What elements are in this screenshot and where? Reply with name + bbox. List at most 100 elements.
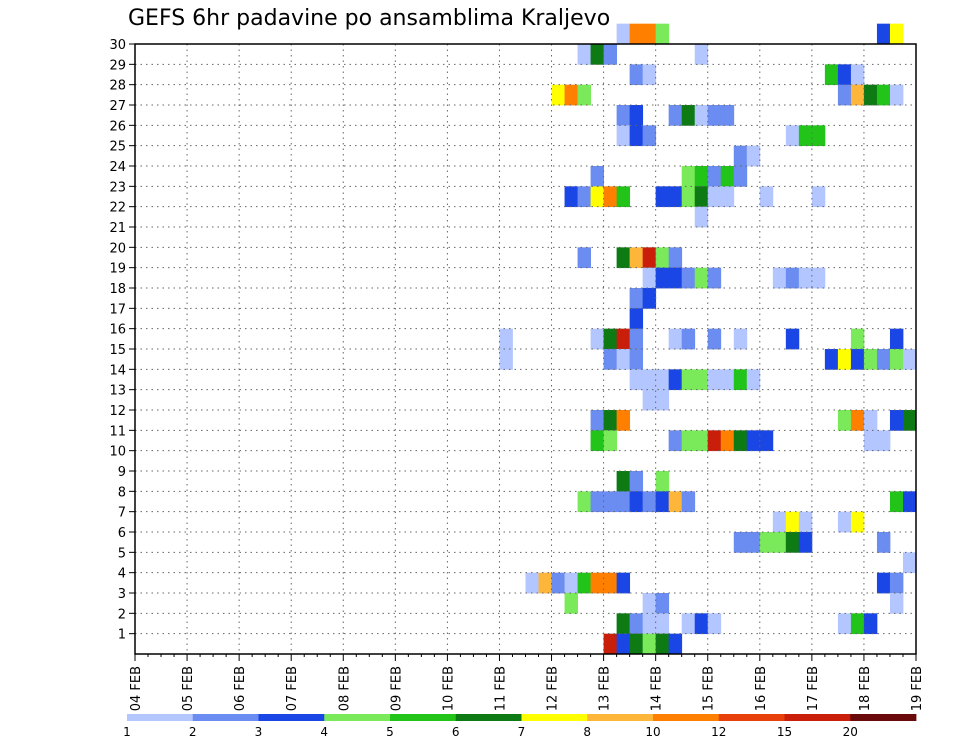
heatmap-cell xyxy=(590,410,604,431)
y-tick-label: 23 xyxy=(109,180,126,195)
heatmap-cell xyxy=(681,369,696,391)
heatmap-cell xyxy=(707,328,722,350)
heatmap-cell xyxy=(811,125,826,147)
x-tick-label: 13 FEB xyxy=(598,666,613,711)
heatmap-cell xyxy=(811,186,826,208)
heatmap-cell xyxy=(499,328,513,350)
heatmap-cell xyxy=(863,613,878,635)
y-tick-label: 16 xyxy=(109,323,126,338)
x-tick-label: 08 FEB xyxy=(337,666,352,711)
y-tick-label: 28 xyxy=(109,79,126,94)
y-tick-label: 2 xyxy=(118,607,126,622)
heatmap-cell xyxy=(733,328,748,350)
heatmap-cell xyxy=(902,552,917,574)
heatmap-cell xyxy=(889,593,904,614)
heatmap-cell xyxy=(720,105,735,126)
heatmap-cell xyxy=(642,64,657,86)
y-tick-label: 6 xyxy=(118,526,126,541)
heatmap-cell xyxy=(746,145,761,167)
heatmap-cell xyxy=(876,84,891,106)
y-tick-label: 11 xyxy=(109,424,126,439)
y-tick-label: 20 xyxy=(109,241,126,256)
heatmap-cell xyxy=(694,44,709,65)
heatmap-cell xyxy=(642,369,657,391)
heatmap-cell xyxy=(733,166,748,187)
heatmap-cell xyxy=(733,145,748,167)
heatmap-cell xyxy=(629,308,644,330)
legend-label: 10 xyxy=(645,725,660,739)
y-tick-label: 14 xyxy=(109,363,126,378)
heatmap-cell xyxy=(629,105,644,126)
heatmap-cell xyxy=(577,491,591,513)
x-tick-label: 18 FEB xyxy=(858,666,873,711)
x-tick-label: 19 FEB xyxy=(910,666,925,711)
heatmap-cell xyxy=(863,349,878,370)
heatmap-cell xyxy=(564,84,578,106)
heatmap-cell xyxy=(811,267,826,289)
heatmap-cell xyxy=(720,369,735,391)
heatmap-cell xyxy=(616,633,631,655)
heatmap-cell xyxy=(733,430,748,452)
heatmap-cells xyxy=(499,23,917,655)
heatmap-cell xyxy=(681,267,696,289)
heatmap-cell xyxy=(603,328,618,350)
heatmap-cell xyxy=(850,410,865,431)
heatmap-cell xyxy=(551,84,565,106)
heatmap-cell xyxy=(707,105,722,126)
heatmap-cell xyxy=(655,613,670,635)
heatmap-cell xyxy=(668,430,683,452)
heatmap-cell xyxy=(642,613,657,635)
y-tick-label: 26 xyxy=(109,119,126,134)
heatmap-cell xyxy=(616,247,631,269)
heatmap-cell xyxy=(655,23,670,45)
heatmap-cell xyxy=(837,410,852,431)
heatmap-cell xyxy=(629,471,644,492)
legend-swatch xyxy=(850,714,917,721)
heatmap-cell xyxy=(642,247,657,269)
heatmap-cell xyxy=(785,267,800,289)
heatmap-cell xyxy=(902,491,917,513)
heatmap-cell xyxy=(681,186,696,208)
y-tick-label: 29 xyxy=(109,58,126,73)
heatmap-cell xyxy=(694,613,709,635)
heatmap-cell xyxy=(785,511,800,533)
chart-title: GEFS 6hr padavine po ansamblima Kraljevo xyxy=(128,6,611,31)
heatmap-cell xyxy=(707,186,722,208)
heatmap-cell xyxy=(668,247,683,269)
legend-swatch xyxy=(455,714,522,721)
x-tick-label: 15 FEB xyxy=(702,666,717,711)
heatmap-cell xyxy=(590,572,604,594)
y-tick-label: 1 xyxy=(118,628,126,643)
heatmap-cell xyxy=(668,105,683,126)
heatmap-cell xyxy=(707,430,722,452)
heatmap-cell xyxy=(759,532,774,553)
heatmap-cell xyxy=(590,186,604,208)
heatmap-cell xyxy=(746,532,761,553)
heatmap-cell xyxy=(655,369,670,391)
legend-label: 1 xyxy=(123,725,131,739)
y-tick-label: 8 xyxy=(118,485,126,500)
x-tick-label: 17 FEB xyxy=(806,666,821,711)
x-tick-label: 10 FEB xyxy=(441,666,456,711)
heatmap-cell xyxy=(720,430,735,452)
heatmap-cell xyxy=(629,23,644,45)
heatmap-cell xyxy=(681,430,696,452)
y-tick-label: 19 xyxy=(109,262,126,277)
heatmap-cell xyxy=(668,267,683,289)
heatmap-cell xyxy=(772,267,787,289)
heatmap-cell xyxy=(681,491,696,513)
heatmap-cell xyxy=(655,267,670,289)
heatmap-cell xyxy=(629,369,644,391)
y-axis: 1234567891011121314151617181920212223242… xyxy=(109,38,135,643)
y-tick-label: 7 xyxy=(118,506,126,521)
heatmap-cell xyxy=(603,633,618,655)
heatmap-cell xyxy=(863,84,878,106)
y-tick-label: 9 xyxy=(118,465,126,480)
x-tick-label: 11 FEB xyxy=(493,666,508,711)
heatmap-cell xyxy=(590,328,604,350)
heatmap-cell xyxy=(616,125,631,147)
heatmap-cell xyxy=(616,410,631,431)
heatmap-cell xyxy=(629,247,644,269)
heatmap-cell xyxy=(642,491,657,513)
